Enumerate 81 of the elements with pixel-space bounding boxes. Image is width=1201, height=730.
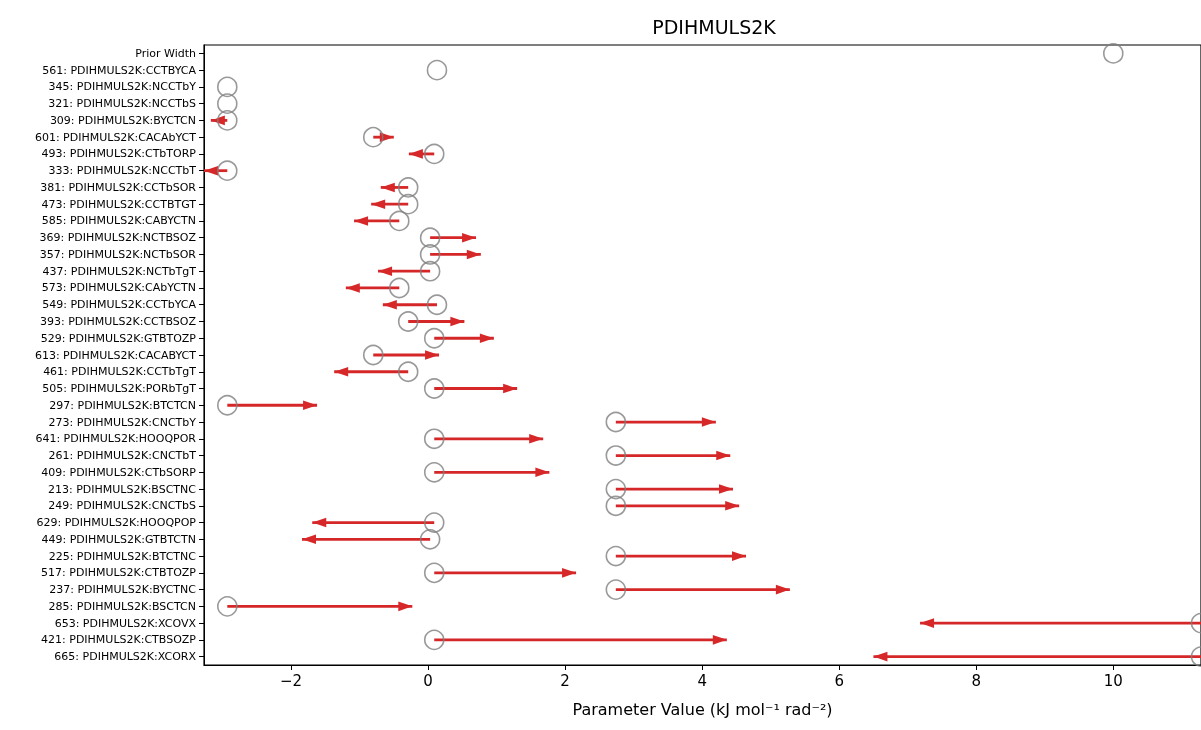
y-tick-label: 449: PDIHMULS2K:GTBTCTN	[41, 532, 196, 546]
y-tick-label: 381: PDIHMULS2K:CCTbSOR	[40, 180, 197, 194]
y-tick-label: 629: PDIHMULS2K:HOOQPOP	[36, 516, 197, 530]
point	[397, 311, 419, 332]
point	[605, 545, 627, 567]
y-tick-label: 493: PDIHMULS2K:CTbTORP	[41, 147, 197, 161]
point	[423, 143, 445, 165]
point	[217, 394, 238, 416]
point	[389, 277, 410, 299]
point	[423, 562, 445, 584]
point	[217, 76, 238, 98]
x-tick-label: 10	[1103, 671, 1123, 690]
x-tick-label: 2	[560, 671, 570, 690]
point	[426, 59, 448, 81]
point	[419, 227, 441, 248]
point	[389, 210, 410, 232]
point	[217, 110, 238, 131]
y-tick-label: 561: PDIHMULS2K:CCTBYCA	[42, 63, 197, 77]
y-tick-label: 225: PDIHMULS2K:BTCTNC	[48, 549, 197, 563]
point	[605, 411, 627, 433]
y-tick-label: 437: PDIHMULS2K:NCTbTgT	[42, 264, 197, 278]
y-tick-label: 213: PDIHMULS2K:BSCTNC	[47, 482, 197, 496]
point	[423, 512, 445, 533]
y-tick-label: 345: PDIHMULS2K:NCCTbY	[48, 80, 197, 94]
y-tick-label: 409: PDIHMULS2K:CTbSORP	[41, 465, 197, 479]
y-tick-label: 585: PDIHMULS2K:CABYCTN	[41, 214, 196, 228]
y-tick-label: 421: PDIHMULS2K:CTBSOZP	[41, 633, 197, 647]
y-tick-label: 285: PDIHMULS2K:BSCTCN	[48, 599, 196, 613]
y-tick-label: 297: PDIHMULS2K:BTCTCN	[49, 398, 196, 412]
point	[423, 378, 445, 399]
y-tick-label: 333: PDIHMULS2K:NCCTbT	[48, 164, 197, 178]
y-tick-label: 461: PDIHMULS2K:CCTbTgT	[43, 365, 197, 379]
y-tick-label: 249: PDIHMULS2K:CNCTbS	[48, 499, 197, 513]
y-tick-label: 549: PDIHMULS2K:CCTbYCA	[42, 298, 197, 312]
point	[419, 529, 441, 550]
y-tick-label: 613: PDIHMULS2K:CACABYCT	[34, 348, 197, 362]
point	[419, 260, 441, 282]
y-tick-label: Prior Width	[135, 46, 197, 60]
y-tick-label: 529: PDIHMULS2K:GTBTOZP	[40, 331, 197, 345]
point	[397, 361, 419, 383]
x-tick-label: 6	[834, 671, 844, 690]
point	[423, 629, 445, 651]
y-tick-label: 321: PDIHMULS2K:NCCTbS	[48, 97, 197, 111]
y-tick-label: 473: PDIHMULS2K:CCTBTGT	[41, 197, 197, 211]
y-tick-label: 641: PDIHMULS2K:HOOQPOR	[35, 432, 197, 446]
y-tick-label: 273: PDIHMULS2K:CNCTbY	[48, 415, 197, 429]
point	[397, 177, 419, 198]
y-tick-label: 261: PDIHMULS2K:CNCTbT	[48, 449, 197, 463]
y-tick-label: 505: PDIHMULS2K:PORbTgT	[42, 382, 197, 396]
y-tick-label: 237: PDIHMULS2K:BYCTNC	[49, 583, 197, 597]
x-tick-label: 0	[423, 671, 433, 690]
y-tick-label: 369: PDIHMULS2K:NCTBSOZ	[39, 231, 197, 245]
point	[605, 579, 627, 600]
point	[362, 344, 384, 366]
point	[217, 596, 238, 617]
point	[419, 244, 441, 265]
x-tick-label: −2	[279, 671, 303, 690]
point	[426, 294, 448, 316]
point	[605, 478, 627, 500]
x-axis-title: Parameter Value (kJ mol⁻¹ rad⁻²)	[572, 699, 833, 719]
y-tick-label: 309: PDIHMULS2K:BYCTCN	[49, 113, 196, 127]
point	[362, 126, 384, 148]
point	[423, 327, 445, 349]
point	[217, 93, 238, 114]
y-tick-label: 653: PDIHMULS2K:XCOVX	[54, 616, 197, 630]
chart-title: PDIHMULS2K	[652, 15, 777, 38]
y-tick-label: 665: PDIHMULS2K:XCORX	[54, 650, 197, 664]
point	[423, 462, 445, 483]
y-tick-label: 601: PDIHMULS2K:CACAbYCT	[34, 130, 197, 144]
point	[605, 445, 627, 466]
y-tick-label: 393: PDIHMULS2K:CCTBSOZ	[40, 314, 197, 328]
y-tick-label: 357: PDIHMULS2K:NCTbSOR	[39, 247, 197, 261]
x-tick-label: 4	[697, 671, 707, 690]
y-tick-label: 573: PDIHMULS2K:CAbYCTN	[41, 281, 196, 295]
x-tick-label: 8	[971, 671, 982, 690]
point	[605, 495, 627, 517]
point	[423, 428, 445, 450]
point	[397, 193, 419, 215]
y-tick-label: 517: PDIHMULS2K:CTBTOZP	[41, 566, 197, 580]
point	[1103, 43, 1124, 64]
point	[217, 160, 238, 181]
